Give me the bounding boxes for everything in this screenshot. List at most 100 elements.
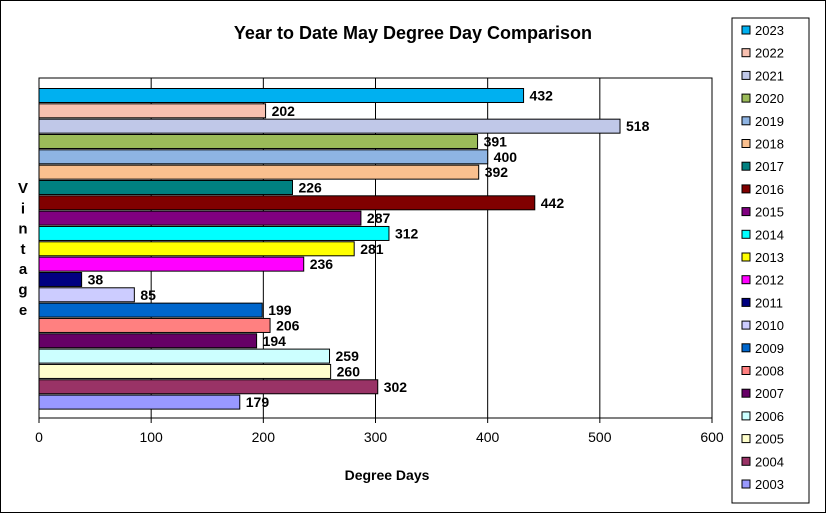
data-label-2009: 199	[268, 302, 292, 318]
legend-label-2012: 2012	[755, 273, 784, 288]
legend-swatch-2008	[741, 366, 751, 375]
data-label-2016: 442	[541, 195, 565, 211]
data-label-2021: 518	[626, 118, 650, 134]
bar-2009	[38, 302, 263, 318]
bar-2014	[38, 225, 390, 241]
legend-swatch-2005	[741, 434, 751, 444]
bar-2010	[38, 287, 135, 303]
data-label-2019: 400	[494, 149, 518, 165]
data-label-2003: 179	[246, 394, 270, 410]
bars	[38, 88, 621, 410]
legend-swatch-2004	[741, 456, 751, 466]
data-label-2008: 206	[276, 317, 300, 333]
legend-label-2019: 2019	[755, 114, 784, 129]
x-tick-label: 600	[700, 429, 724, 445]
legend-swatch-2022	[741, 48, 751, 58]
legend-label-2020: 2020	[755, 91, 784, 106]
data-label-2011: 38	[88, 271, 104, 287]
y-axis-label-letter: V	[18, 180, 28, 197]
data-label-2004: 302	[384, 379, 408, 395]
bar-2016	[38, 195, 536, 211]
legend-label-2005: 2005	[755, 432, 784, 447]
legend-label-2010: 2010	[755, 318, 784, 333]
bar-2003	[38, 394, 241, 410]
data-label-2015: 287	[367, 210, 391, 226]
legend-swatch-2011	[741, 297, 751, 307]
bar-2015	[38, 210, 362, 226]
bar-2006	[38, 348, 331, 364]
legend-swatch-2010	[741, 320, 751, 330]
data-label-2012: 236	[310, 256, 334, 272]
legend-label-2006: 2006	[755, 409, 784, 424]
x-axis-ticks: 0 100 200 300 400 500 600	[35, 418, 724, 445]
legend-label-2023: 2023	[755, 23, 784, 38]
legend-label-2013: 2013	[755, 250, 784, 265]
bar-2022	[38, 103, 267, 119]
legend-swatch-2017	[741, 161, 751, 171]
legend: 2023 2022 2021 2020 2019 2018 2017 2016 2015 2014…	[731, 17, 810, 504]
data-label-2018: 392	[485, 164, 509, 180]
legend-label-2015: 2015	[755, 205, 784, 220]
bar-2007	[38, 333, 258, 349]
x-tick-label: 400	[476, 429, 500, 445]
data-label-2010: 85	[140, 287, 156, 303]
legend-label-2004: 2004	[755, 454, 784, 469]
bar-2021	[38, 118, 621, 134]
legend-label-2018: 2018	[755, 137, 784, 152]
bar-2005	[38, 363, 332, 379]
bar-2011	[38, 271, 83, 287]
legend-swatch-2021	[741, 70, 751, 80]
y-axis-label-letter: i	[21, 200, 25, 217]
x-tick-label: 0	[35, 429, 43, 445]
data-label-2005: 260	[337, 363, 361, 379]
x-tick-label: 300	[364, 429, 388, 445]
x-tick-label: 200	[252, 429, 276, 445]
bar-2017	[38, 179, 293, 195]
legend-label-2014: 2014	[755, 227, 784, 242]
legend-label-2008: 2008	[755, 364, 784, 379]
bar-2012	[38, 256, 305, 272]
bar-2008	[38, 317, 271, 333]
legend-label-2016: 2016	[755, 182, 784, 197]
bar-2013	[38, 241, 355, 257]
bar-2020	[38, 133, 479, 149]
x-tick-label: 500	[588, 429, 612, 445]
bar-2004	[38, 379, 379, 395]
y-axis-label-letter: e	[19, 302, 27, 319]
legend-label-2021: 2021	[755, 68, 784, 83]
data-label-2022: 202	[272, 103, 296, 119]
legend-swatch-2014	[741, 229, 751, 239]
legend-swatch-2019	[741, 116, 751, 126]
y-axis-label-letter: t	[21, 241, 26, 258]
legend-swatch-2013	[741, 252, 751, 262]
x-axis-label: Degree Days	[345, 467, 430, 483]
legend-swatch-2020	[741, 93, 751, 103]
data-label-2017: 226	[298, 179, 322, 195]
legend-label-2011: 2011	[755, 295, 783, 310]
legend-label-2003: 2003	[755, 477, 784, 492]
legend-swatch-2007	[741, 388, 751, 398]
legend-swatch-2009	[741, 343, 751, 353]
y-axis-label-letter: a	[19, 261, 28, 278]
data-label-2007: 194	[263, 333, 287, 349]
bar-2019	[38, 149, 489, 165]
legend-swatch-2016	[741, 184, 751, 194]
data-label-2014: 312	[395, 225, 419, 241]
legend-swatch-2015	[741, 207, 751, 217]
legend-swatch-2012	[741, 275, 751, 285]
data-label-2023: 432	[530, 88, 554, 104]
legend-swatch-2006	[741, 411, 751, 421]
x-tick-label: 100	[139, 429, 163, 445]
bar-2023	[38, 88, 525, 103]
legend-label-2007: 2007	[755, 386, 784, 401]
data-label-2013: 281	[360, 241, 384, 257]
data-label-2020: 391	[484, 133, 508, 149]
legend-swatch-2023	[741, 25, 751, 35]
legend-label-2017: 2017	[755, 159, 784, 174]
legend-swatch-2003	[741, 479, 751, 489]
data-label-2006: 259	[336, 348, 360, 364]
